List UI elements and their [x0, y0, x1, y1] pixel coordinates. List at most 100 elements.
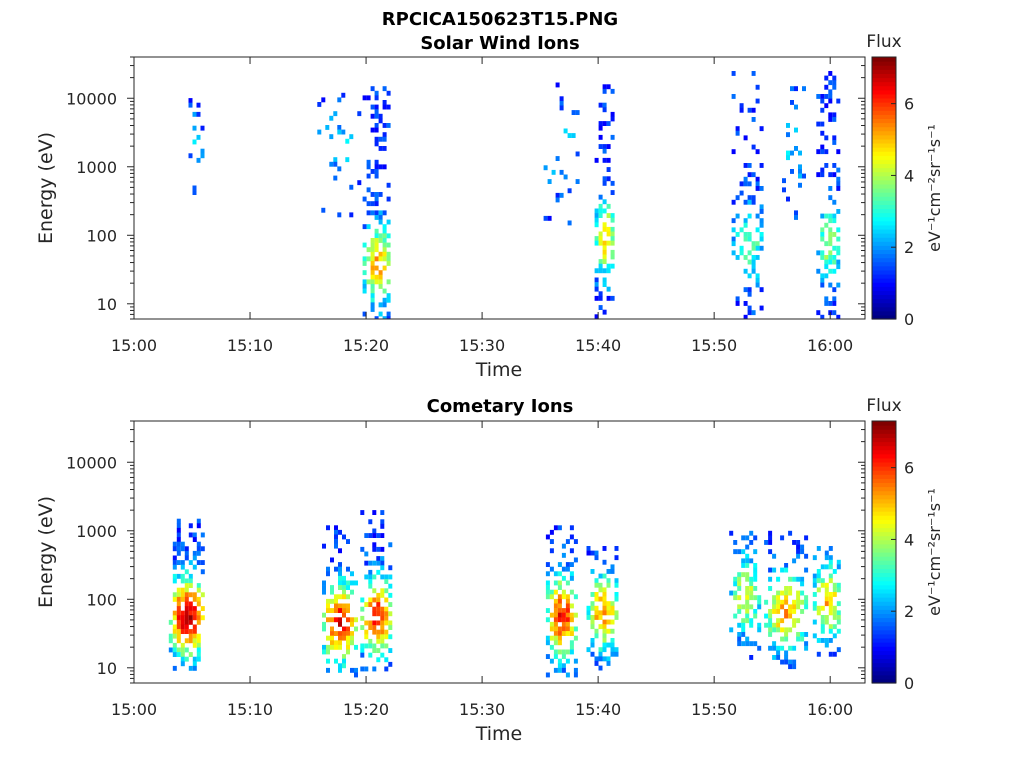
flux-cell [342, 631, 346, 636]
flux-cell [196, 642, 201, 648]
colorbar-segment [872, 314, 896, 320]
flux-cell [380, 510, 385, 515]
colorbar-segment [872, 204, 896, 210]
flux-cell [755, 176, 760, 182]
flux-cell [741, 558, 746, 564]
flux-cell [828, 98, 833, 104]
flux-cell [828, 559, 833, 565]
flux-cell [338, 617, 342, 623]
flux-cell [368, 643, 373, 649]
flux-cell [598, 194, 603, 200]
colorbar-segment [872, 233, 896, 238]
flux-cell [828, 578, 833, 584]
flux-cell [573, 672, 578, 678]
flux-cell [382, 256, 387, 262]
flux-cell [362, 284, 367, 289]
flux-cell [380, 625, 385, 630]
flux-cell [602, 559, 607, 565]
flux-cell [776, 604, 781, 610]
flux-cell [836, 245, 841, 251]
flux-cell [386, 233, 391, 239]
flux-cell [759, 236, 764, 242]
flux-cell [342, 612, 346, 618]
colorbar-segment [872, 535, 896, 541]
flux-cell [388, 592, 393, 598]
flux-cell [573, 635, 578, 641]
flux-cell [598, 651, 603, 657]
flux-cell [824, 638, 829, 643]
colorbar-segment [872, 122, 896, 128]
flux-cell [828, 268, 833, 274]
flux-cell [610, 263, 615, 269]
flux-cell [384, 643, 389, 649]
flux-cell [755, 241, 760, 247]
colorbar-segment [872, 265, 896, 271]
flux-cell [741, 535, 746, 541]
flux-cell [571, 110, 576, 115]
flux-cell [743, 199, 748, 205]
flux-cell [192, 185, 197, 191]
flux-cell [602, 656, 607, 662]
flux-cell [755, 149, 760, 155]
flux-cell [757, 622, 762, 628]
flux-cell [828, 596, 833, 602]
flux-cell [184, 615, 189, 621]
flux-cell [180, 652, 185, 657]
colorbar-segment [872, 621, 896, 627]
flux-cell [545, 608, 550, 613]
flux-cell [386, 279, 391, 285]
flux-cell [751, 117, 756, 122]
flux-cell [330, 557, 334, 563]
flux-cell [370, 201, 375, 207]
flux-cell [200, 532, 205, 538]
flux-cell [598, 231, 603, 237]
flux-cell [368, 533, 373, 538]
flux-cell [784, 563, 789, 568]
flux-cell [366, 164, 371, 170]
flux-cell [751, 268, 756, 274]
flux-cell [792, 618, 797, 624]
flux-cell [747, 291, 752, 297]
flux-cell [747, 259, 752, 265]
flux-cell [816, 605, 821, 611]
flux-cell [820, 605, 825, 611]
flux-cell [545, 534, 550, 540]
flux-cell [342, 658, 346, 664]
flux-cell [196, 102, 201, 108]
flux-cell [549, 529, 554, 535]
flux-cell [820, 107, 825, 113]
flux-cell [759, 204, 764, 210]
flux-cell [321, 97, 326, 103]
flux-cell [330, 589, 334, 595]
flux-cell [565, 672, 570, 678]
flux-cell [606, 601, 611, 607]
flux-cell [561, 612, 566, 618]
flux-cell [745, 586, 750, 591]
flux-cell [788, 576, 793, 582]
flux-cell [172, 573, 177, 579]
flux-cell [784, 599, 789, 605]
flux-cell [549, 589, 554, 595]
flux-cell [772, 599, 777, 605]
colorbar-segment [872, 670, 896, 676]
flux-cell [743, 176, 748, 182]
flux-cell [796, 595, 801, 601]
colorbar-segment [872, 192, 896, 197]
flux-cell [374, 123, 379, 128]
flux-cell [753, 563, 758, 568]
flux-cell [598, 134, 603, 140]
flux-cell [614, 582, 619, 588]
flux-cell [370, 284, 375, 289]
flux-cell [573, 539, 578, 544]
flux-cell [790, 150, 794, 156]
colorbar-segment [872, 633, 896, 639]
flux-cell [788, 613, 793, 619]
flux-cell [376, 638, 381, 644]
flux-cell [176, 619, 181, 625]
colorbar-segment [872, 171, 896, 177]
flux-cell [192, 596, 197, 602]
flux-cell [745, 576, 750, 582]
flux-cell [569, 644, 574, 650]
flux-cell [350, 631, 354, 636]
flux-cell [812, 555, 817, 561]
